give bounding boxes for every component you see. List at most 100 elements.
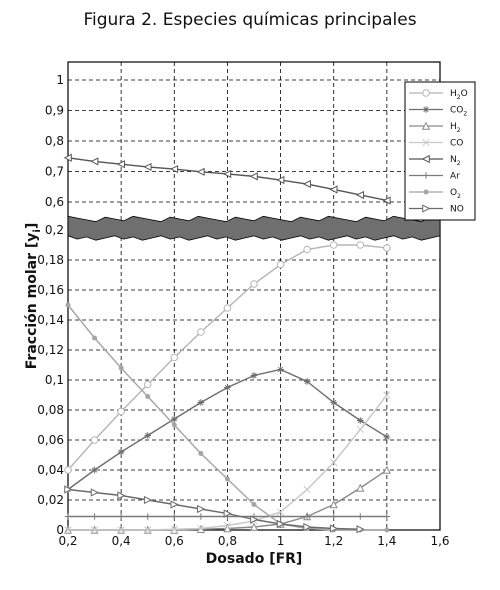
series-layer (63, 153, 391, 534)
data-point (277, 513, 284, 520)
data-point (303, 245, 311, 254)
x-tick-label: 0,4 (112, 534, 131, 548)
data-point (197, 328, 205, 336)
data-point (64, 513, 72, 520)
y-tick-label: 0,18 (37, 253, 64, 267)
data-point (64, 526, 72, 534)
x-tick-label: 1,4 (377, 534, 396, 548)
data-point (223, 521, 232, 530)
y-tick-label: 1 (56, 73, 64, 87)
data-point (329, 524, 339, 533)
data-point (170, 353, 179, 362)
data-point (303, 522, 312, 532)
data-point (117, 513, 125, 520)
data-point (90, 488, 99, 497)
data-point (90, 526, 99, 534)
data-point (382, 465, 391, 474)
data-point (356, 417, 364, 424)
series-0 (64, 241, 391, 474)
data-point (171, 422, 177, 428)
data-point (423, 189, 429, 195)
y-axis-label: Fracción molar [yi] (24, 223, 43, 369)
data-point (383, 391, 391, 399)
chart-title: Figura 2. Especies químicas principales (83, 10, 417, 30)
data-point (356, 513, 364, 520)
y-tick-label: 0,6 (45, 195, 64, 209)
data-point (117, 448, 125, 456)
y-tick-label: 0,14 (37, 313, 64, 327)
data-point (145, 394, 151, 399)
data-point (422, 204, 431, 213)
axis-break-band (67, 215, 441, 241)
data-point (355, 190, 365, 200)
data-point (223, 509, 232, 518)
series-4 (63, 153, 391, 205)
legend-label: O2 (450, 188, 461, 200)
data-point (422, 172, 430, 179)
data-point (330, 513, 338, 520)
data-point (250, 280, 258, 288)
data-point (144, 513, 152, 520)
y-tick-label: 0,16 (37, 283, 64, 297)
data-point (251, 502, 257, 507)
data-point (144, 526, 152, 534)
series-1 (64, 366, 391, 493)
data-point (196, 167, 205, 176)
data-point (224, 384, 231, 391)
data-point (197, 524, 205, 533)
y-tick-label: 0 (56, 523, 64, 537)
data-point (198, 451, 204, 456)
series-5 (64, 513, 391, 520)
data-point (64, 485, 73, 494)
data-point (356, 425, 364, 434)
legend-label: NO (450, 205, 464, 215)
data-point (223, 304, 232, 312)
legend-box (404, 81, 476, 221)
data-point (170, 415, 178, 423)
data-point (143, 495, 153, 505)
data-point (276, 175, 285, 185)
data-point (143, 380, 152, 389)
data-point (356, 241, 365, 249)
data-point (276, 519, 285, 529)
data-point (90, 157, 99, 166)
data-point (63, 153, 72, 162)
series-7 (64, 485, 365, 534)
x-tick-label: 0,6 (165, 534, 184, 548)
data-point (91, 513, 98, 520)
legend: H2O CO2 H2 CO N2 Ar O2 NO (404, 81, 476, 221)
legend-label: CO2 (450, 106, 467, 118)
data-point (422, 138, 430, 147)
data-point (144, 432, 152, 439)
data-point (223, 169, 232, 179)
y-tick-label: 0,12 (37, 343, 64, 357)
grid (68, 62, 440, 530)
data-point (356, 525, 365, 534)
data-point (421, 121, 431, 130)
axis-break (67, 215, 441, 241)
y-tick-label: 0,8 (45, 134, 64, 148)
series-line (67, 488, 361, 530)
legend-label: N2 (450, 155, 461, 167)
data-point (224, 476, 230, 482)
data-point (383, 513, 391, 520)
data-point (383, 433, 391, 441)
data-point (65, 302, 71, 308)
y-axis-label-main: Fracción molar [y (24, 233, 40, 370)
data-point (422, 89, 430, 97)
data-point (197, 399, 205, 406)
data-point (143, 162, 152, 172)
data-point (330, 399, 338, 406)
x-tick-label: 0,8 (218, 534, 237, 548)
data-point (170, 513, 178, 520)
data-point (303, 378, 311, 385)
plot-frame (67, 61, 441, 531)
data-point (384, 527, 390, 533)
data-point (356, 483, 365, 492)
data-point (170, 525, 179, 534)
y-tick-label: 0,1 (45, 373, 64, 387)
data-point (276, 260, 285, 269)
data-point (170, 500, 179, 509)
y-tick-label: 0,2 (45, 223, 64, 237)
data-point (329, 500, 338, 509)
